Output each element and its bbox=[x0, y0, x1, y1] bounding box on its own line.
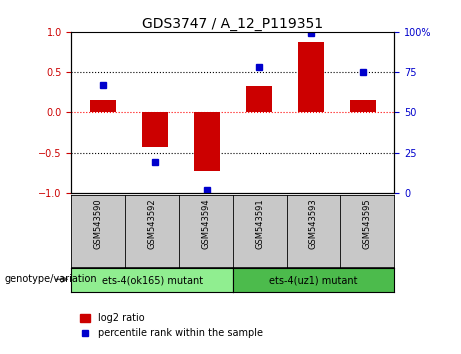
Title: GDS3747 / A_12_P119351: GDS3747 / A_12_P119351 bbox=[142, 17, 323, 31]
Text: GSM543590: GSM543590 bbox=[94, 198, 103, 249]
Text: GSM543595: GSM543595 bbox=[363, 198, 372, 249]
Text: GSM543594: GSM543594 bbox=[201, 198, 210, 249]
Text: GSM543591: GSM543591 bbox=[255, 198, 264, 249]
Text: ets-4(ok165) mutant: ets-4(ok165) mutant bbox=[101, 275, 203, 285]
Bar bbox=[298, 41, 324, 113]
Bar bbox=[90, 100, 116, 113]
Bar bbox=[194, 113, 220, 171]
Bar bbox=[142, 113, 168, 147]
Text: GSM543592: GSM543592 bbox=[148, 198, 157, 249]
Text: ets-4(uz1) mutant: ets-4(uz1) mutant bbox=[269, 275, 358, 285]
Bar bbox=[350, 100, 376, 113]
Text: GSM543593: GSM543593 bbox=[309, 198, 318, 249]
Legend: log2 ratio, percentile rank within the sample: log2 ratio, percentile rank within the s… bbox=[77, 309, 266, 342]
Text: genotype/variation: genotype/variation bbox=[5, 274, 97, 284]
Bar bbox=[246, 86, 272, 113]
